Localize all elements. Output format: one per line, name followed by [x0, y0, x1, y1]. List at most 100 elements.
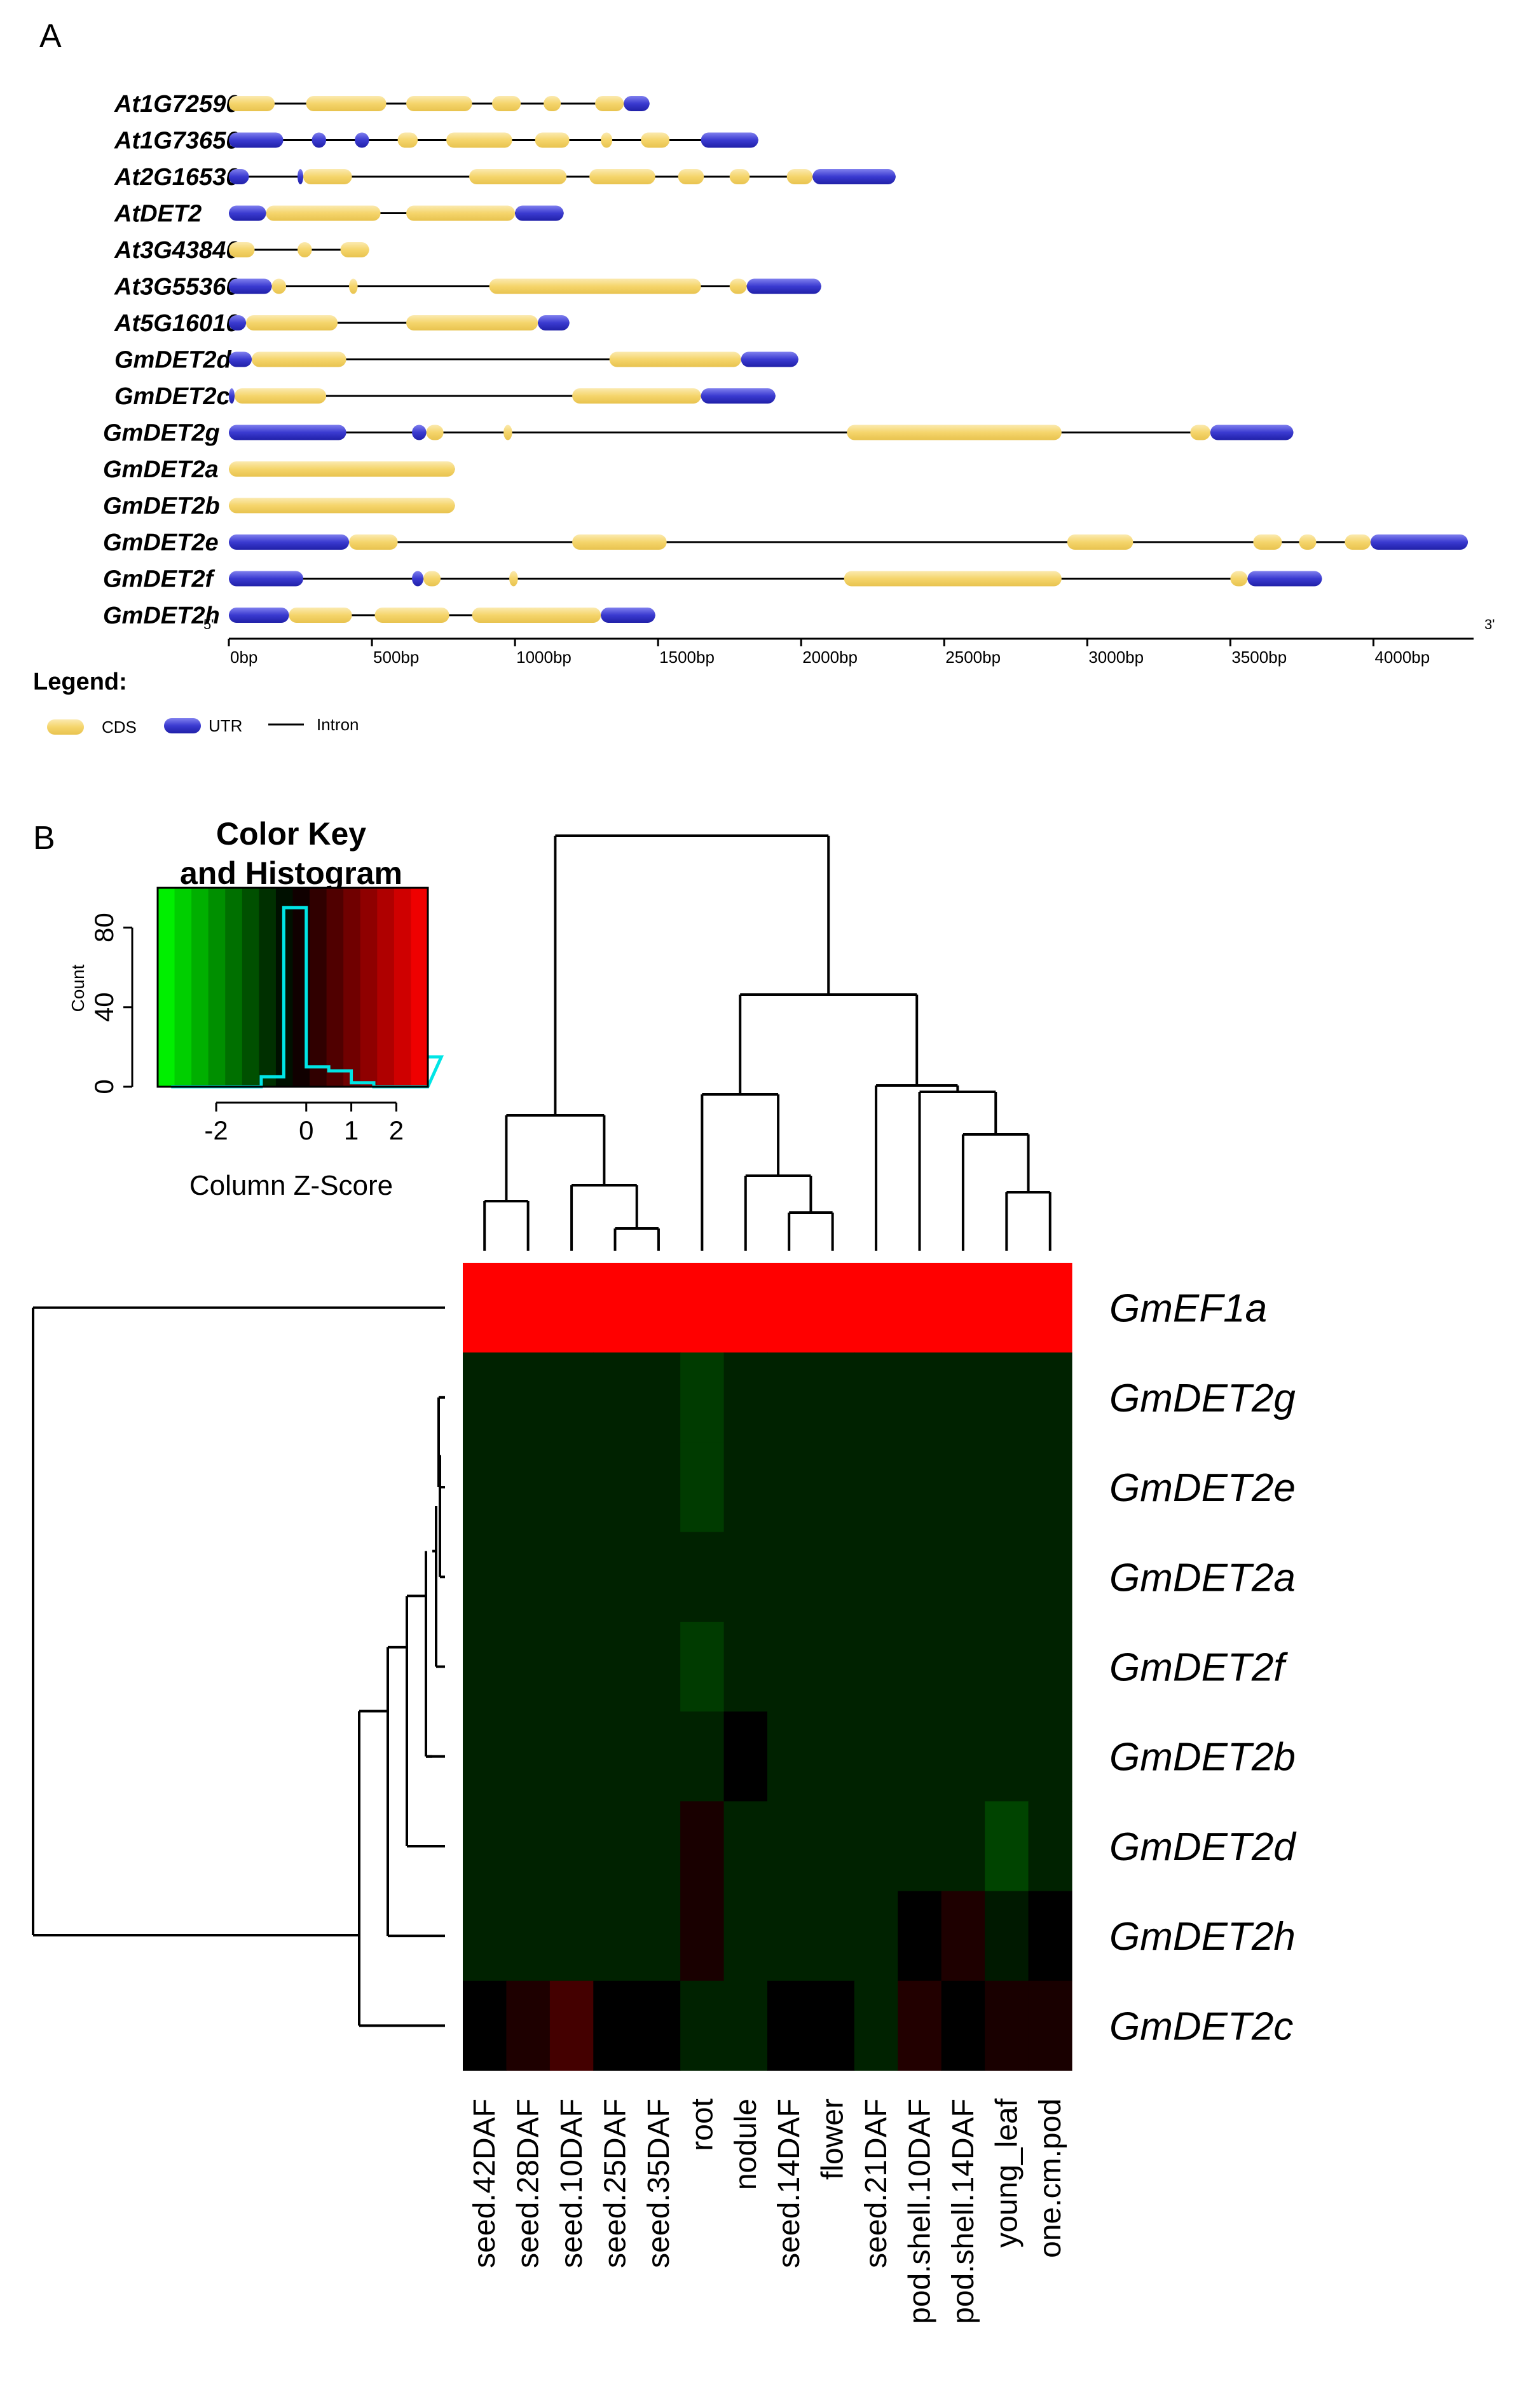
- heatmap-cell: [463, 1532, 507, 1622]
- heatmap-cell: [549, 1980, 594, 2071]
- bp-tick-label: 2000bp: [802, 648, 858, 667]
- row-label: GmDET2g: [1109, 1377, 1296, 1420]
- cds-block: [306, 96, 387, 111]
- legend-cds: CDS: [47, 718, 137, 737]
- cds-block: [446, 132, 512, 148]
- gene-label: GmDET2f: [103, 566, 215, 593]
- cds-block: [229, 242, 255, 257]
- heatmap-cell: [898, 1621, 942, 1712]
- heatmap-cell: [636, 1263, 681, 1353]
- heatmap-cell: [767, 1801, 812, 1892]
- heatmap-cell: [680, 1621, 725, 1712]
- heatmap-cell: [636, 1891, 681, 1982]
- heatmap-cell: [723, 1532, 768, 1622]
- legend-title: Legend:: [33, 669, 127, 695]
- cds-block: [544, 96, 561, 111]
- utr-block: [229, 315, 247, 330]
- heatmap-cell: [723, 1980, 768, 2071]
- cds-block: [729, 169, 750, 184]
- bp-tick-label: 3500bp: [1231, 648, 1287, 667]
- cds-block: [595, 96, 624, 111]
- heatmap-cell: [898, 1891, 942, 1982]
- color-key-bin: [377, 888, 395, 1087]
- row-dendrogram: [32, 1306, 445, 2027]
- heatmap-column-labels: seed.42DAF seed.28DAF seed.10DAF seed.25DAF…: [468, 2098, 1067, 2324]
- color-key-bin: [360, 888, 378, 1087]
- panel-b-label: B: [33, 820, 55, 857]
- heatmap-cell: [636, 1532, 681, 1622]
- cds-block: [1253, 534, 1282, 550]
- heatmap-cell: [463, 1442, 507, 1533]
- cds-block: [406, 205, 516, 221]
- heatmap-cell: [854, 1263, 898, 1353]
- y-tick-label: 40: [89, 992, 119, 1022]
- utr-block: [229, 571, 304, 587]
- cds-block: [1067, 534, 1133, 550]
- bp-tick-label: 2500bp: [945, 648, 1001, 667]
- heatmap-cell: [985, 1532, 1029, 1622]
- gene-label: At2G16530: [114, 164, 239, 191]
- heatmap-cell: [593, 1442, 638, 1533]
- heatmap-cell: [593, 1980, 638, 2071]
- utr-block: [412, 425, 427, 440]
- utr-block: [229, 534, 350, 550]
- bp-axis: 5' 3' 0bp 500bp 1000bp 1500bp 2000bp 2500bp 30…: [203, 616, 1495, 667]
- color-key-bin: [259, 888, 277, 1087]
- cds-block: [340, 242, 369, 257]
- gene-label: GmDET2g: [103, 420, 220, 447]
- gene-row-At1G72590: At1G72590: [114, 91, 650, 118]
- heatmap-cell: [941, 1801, 985, 1892]
- heatmap-cell: [636, 1621, 681, 1712]
- utr-block: [601, 608, 655, 623]
- utr-block: [229, 388, 235, 404]
- gene-label: GmDET2a: [103, 456, 219, 483]
- utr-block: [229, 169, 249, 184]
- gene-label: At1G73650: [114, 128, 239, 154]
- heatmap-cell: [680, 1801, 725, 1892]
- count-axis-label: Count: [68, 964, 88, 1012]
- cds-block: [298, 242, 312, 257]
- utr-block: [624, 96, 650, 111]
- cds-block: [589, 169, 655, 184]
- bp-tick-label: 3000bp: [1088, 648, 1144, 667]
- heatmap-cell: [1028, 1621, 1072, 1712]
- column-label: pod.shell.10DAF: [903, 2098, 937, 2324]
- heatmap-cell: [811, 1263, 855, 1353]
- utr-block: [229, 425, 346, 440]
- utr-block: [412, 571, 424, 587]
- heatmap-cell: [506, 1263, 551, 1353]
- heatmap-cell: [854, 1532, 898, 1622]
- cds-block: [535, 132, 570, 148]
- legend-intron: Intron: [268, 715, 359, 734]
- heatmap-cell: [549, 1442, 594, 1533]
- utr-block: [741, 351, 798, 367]
- cds-block: [229, 498, 455, 514]
- heatmap-cell: [767, 1532, 812, 1622]
- y-tick-label: 80: [89, 913, 119, 942]
- heatmap-cell: [767, 1263, 812, 1353]
- heatmap-row-labels: GmEF1a GmDET2g GmDET2e GmDET2a GmDET2f GmDET2…: [1109, 1287, 1297, 2049]
- heatmap-cell: [985, 1980, 1029, 2071]
- bp-tick-label: 500bp: [373, 648, 419, 667]
- heatmap-cell: [1028, 1352, 1072, 1443]
- axis-start-label: 5': [203, 616, 214, 632]
- cds-block: [289, 608, 352, 623]
- heatmap-cell: [1028, 1442, 1072, 1533]
- heatmap-cell: [506, 1980, 551, 2071]
- legend-intron-label: Intron: [317, 715, 359, 734]
- heatmap: [463, 1263, 1072, 2071]
- color-key-bin: [242, 888, 259, 1087]
- row-label: GmDET2e: [1109, 1466, 1296, 1510]
- utr-block: [229, 608, 289, 623]
- utr-block: [1247, 571, 1322, 587]
- cds-block: [235, 388, 327, 404]
- heatmap-cell: [811, 1621, 855, 1712]
- gene-row-At3G55360: At3G55360: [114, 274, 821, 301]
- heatmap-cell: [680, 1711, 725, 1802]
- gene-label: GmDET2e: [103, 529, 219, 556]
- heatmap-cell: [811, 1711, 855, 1802]
- color-key-bin: [343, 888, 361, 1087]
- heatmap-cell: [898, 1532, 942, 1622]
- heatmap-cell: [985, 1711, 1029, 1802]
- column-label: seed.28DAF: [512, 2098, 545, 2268]
